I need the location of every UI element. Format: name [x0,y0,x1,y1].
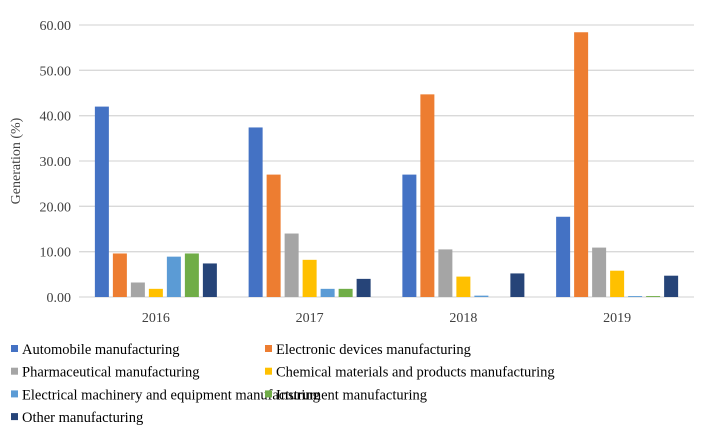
legend-item: Electronic devices manufacturing [265,342,471,358]
legend-swatch [11,367,18,375]
bar [592,247,607,297]
bar [130,282,145,297]
bar [184,253,199,297]
legend-swatch [265,367,272,375]
bar [284,233,299,297]
bar [664,275,679,297]
legend-label: Other manufacturing [22,410,143,426]
bar [248,127,263,297]
bar [266,174,281,297]
bar [628,296,643,297]
legend: Automobile manufacturing Electronic devic… [11,342,555,426]
legend-swatch [11,413,18,421]
legend-label: Instrument manufacturing [276,387,427,403]
legend-item: Pharmaceutical manufacturing [11,365,200,381]
bar [574,32,589,298]
y-tick-label: 0.00 [47,291,72,306]
y-axis-ticks: 0.00 10.00 20.00 30.00 40.00 50.00 60.00 [40,19,72,306]
y-tick-label: 30.00 [40,155,72,170]
y-tick-label: 50.00 [40,64,72,79]
legend-label: Electronic devices manufacturing [276,342,471,358]
bar [166,256,181,297]
bar [402,174,417,297]
bar [338,288,353,297]
bar [112,253,127,297]
bar [94,106,109,297]
legend-label: Pharmaceutical manufacturing [22,365,200,381]
gridlines [79,24,694,298]
bar [420,94,435,297]
legend-swatch [11,390,18,398]
legend-label: Electrical machinery and equipment manuf… [22,387,320,403]
legend-item: Chemical materials and products manufact… [265,365,555,381]
y-tick-label: 20.00 [40,200,72,215]
legend-swatch [265,390,272,398]
bar [556,216,571,297]
legend-swatch [11,345,18,352]
bar [302,259,317,297]
x-tick-label: 2018 [449,311,477,326]
x-axis-ticks: 2016 2017 2018 2019 [142,311,631,326]
y-tick-label: 60.00 [40,19,72,34]
bar [438,249,453,297]
bars [94,32,679,298]
x-tick-label: 2019 [603,311,631,326]
x-tick-label: 2017 [296,311,324,326]
bar [510,273,525,297]
y-tick-label: 10.00 [40,246,72,261]
bar [148,288,163,297]
y-tick-label: 40.00 [40,110,72,125]
bar [474,295,489,297]
bar [356,278,371,297]
legend-label: Chemical materials and products manufact… [276,365,555,381]
bar [646,296,661,297]
legend-item: Other manufacturing [11,410,143,426]
bar [456,276,471,297]
legend-item: Electrical machinery and equipment manuf… [11,387,320,403]
x-tick-label: 2016 [142,311,170,326]
legend-label: Automobile manufacturing [22,342,179,358]
legend-swatch [265,345,272,352]
bar [320,288,335,297]
legend-item: Automobile manufacturing [11,342,179,358]
legend-item: Instrument manufacturing [265,387,427,403]
y-axis-label: Generation (%) [9,117,24,204]
bar [202,263,217,297]
bar [610,270,625,297]
